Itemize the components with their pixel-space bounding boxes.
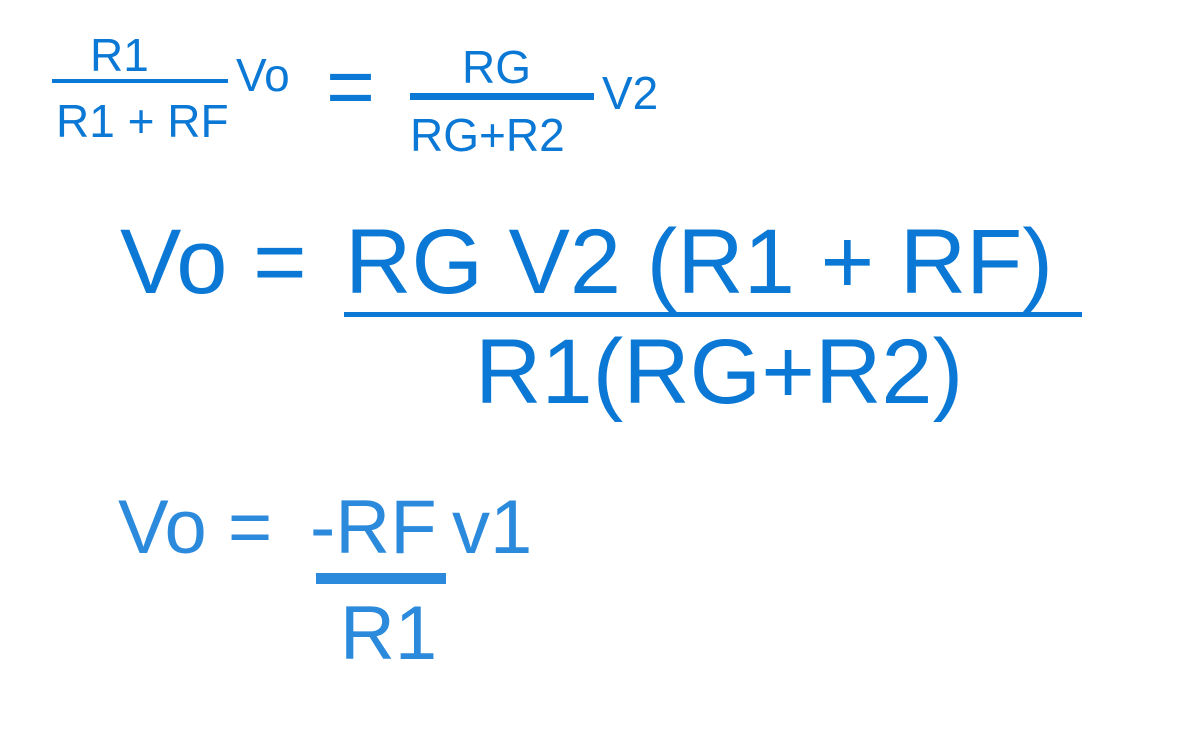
equation-1: R1 R1 + RF Vo = RG RG+R2 V2 [0,0,1178,200]
eq3-numerator: -RF [310,485,437,570]
eq1-left-numerator: R1 [90,29,149,81]
eq2-fraction-bar [344,312,1082,317]
eq1-equals-sign: = [326,39,376,133]
eq1-left-denominator: R1 + RF [56,95,229,147]
eq2-denominator: R1(RG+R2) [475,321,964,423]
eq1-right-factor: V2 [602,67,659,119]
eq1-right-denominator: RG+R2 [410,109,565,161]
eq1-right-numerator: RG [462,41,531,93]
eq1-left-fraction-bar [52,79,228,83]
eq3-fraction-bar [316,573,446,584]
eq3-factor: v1 [452,485,533,570]
eq2-numerator: RG V2 (R1 + RF) [345,211,1054,313]
eq3-lhs: Vo = [118,485,273,570]
eq1-right-fraction-bar [410,93,594,100]
eq3-denominator: R1 [340,591,438,676]
eq1-left-factor: Vo [236,49,290,101]
eq2-lhs: Vo = [120,211,307,313]
